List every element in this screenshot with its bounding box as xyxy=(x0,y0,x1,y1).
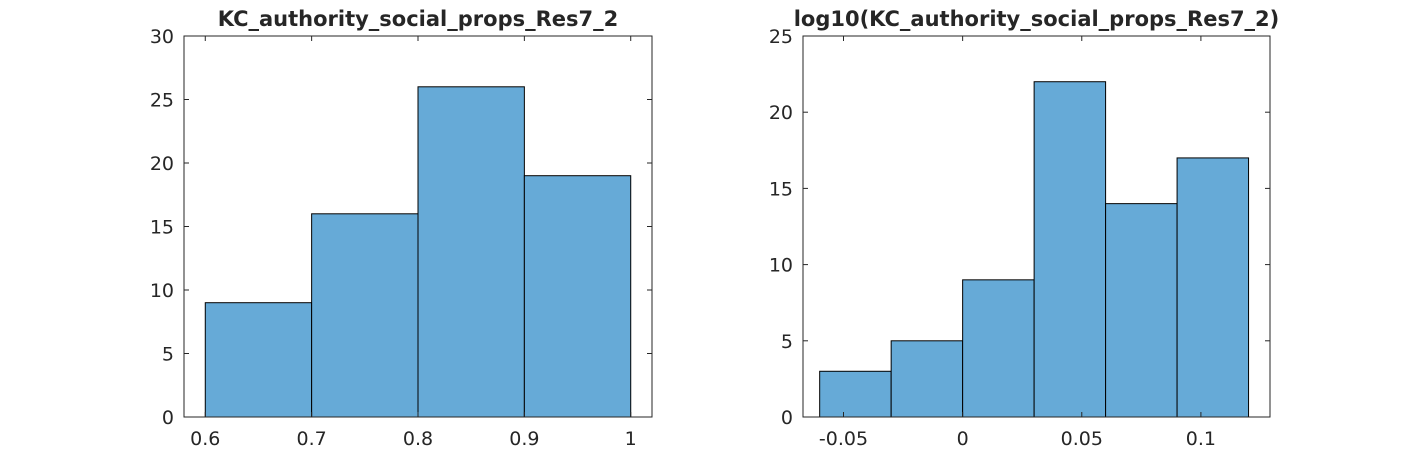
x-tick-label: 0.7 xyxy=(297,428,327,450)
histogram-bar xyxy=(962,279,1035,418)
histogram-bar xyxy=(890,340,964,418)
y-tick-label: 25 xyxy=(150,90,174,112)
y-tick-label: 5 xyxy=(162,344,174,366)
x-tick-label: 0.1 xyxy=(1186,428,1216,450)
x-tick-label: 0.8 xyxy=(403,428,433,450)
y-tick-label: 10 xyxy=(150,280,174,302)
y-tick-label: 15 xyxy=(769,178,793,200)
histogram-bar xyxy=(417,86,525,418)
x-tick-label: 1 xyxy=(625,428,637,450)
histogram-bar xyxy=(1176,157,1250,418)
y-tick-label: 0 xyxy=(781,407,793,429)
y-tick-label: 5 xyxy=(781,331,793,353)
chart-panel-2: -0.05 0 0.05 0.1 0 5 10 15 20 25log10(KC_authorit… xyxy=(769,7,1279,450)
y-tick-label: 20 xyxy=(769,102,793,124)
y-tick-label: 30 xyxy=(150,26,174,48)
histogram-bar xyxy=(523,175,632,418)
histogram-bar xyxy=(311,213,419,418)
y-tick-label: 0 xyxy=(162,407,174,429)
histogram-bar xyxy=(819,370,892,418)
chart-panel-1: 0.6 0.7 0.8 0.9 1051015202530KC_authority_so… xyxy=(150,7,653,450)
x-tick-label: 0 xyxy=(957,428,969,450)
histogram-bar xyxy=(1105,203,1178,418)
histogram-bar xyxy=(1033,81,1107,418)
axes-box xyxy=(802,35,1271,418)
y-tick-label: 25 xyxy=(769,26,793,48)
y-tick-label: 10 xyxy=(769,255,793,277)
x-tick-label: 0.6 xyxy=(190,428,220,450)
y-tick-label: 20 xyxy=(150,153,174,175)
x-tick-label: -0.05 xyxy=(819,428,868,450)
chart-title: KC_authority_social_props_Res7_2 xyxy=(218,7,619,31)
x-tick-label: 0.05 xyxy=(1061,428,1103,450)
chart-title: log10(KC_authority_social_props_Res7_2) xyxy=(794,7,1280,31)
histogram-bar xyxy=(204,302,313,418)
x-tick-label: 0.9 xyxy=(509,428,539,450)
y-tick-label: 15 xyxy=(150,217,174,239)
